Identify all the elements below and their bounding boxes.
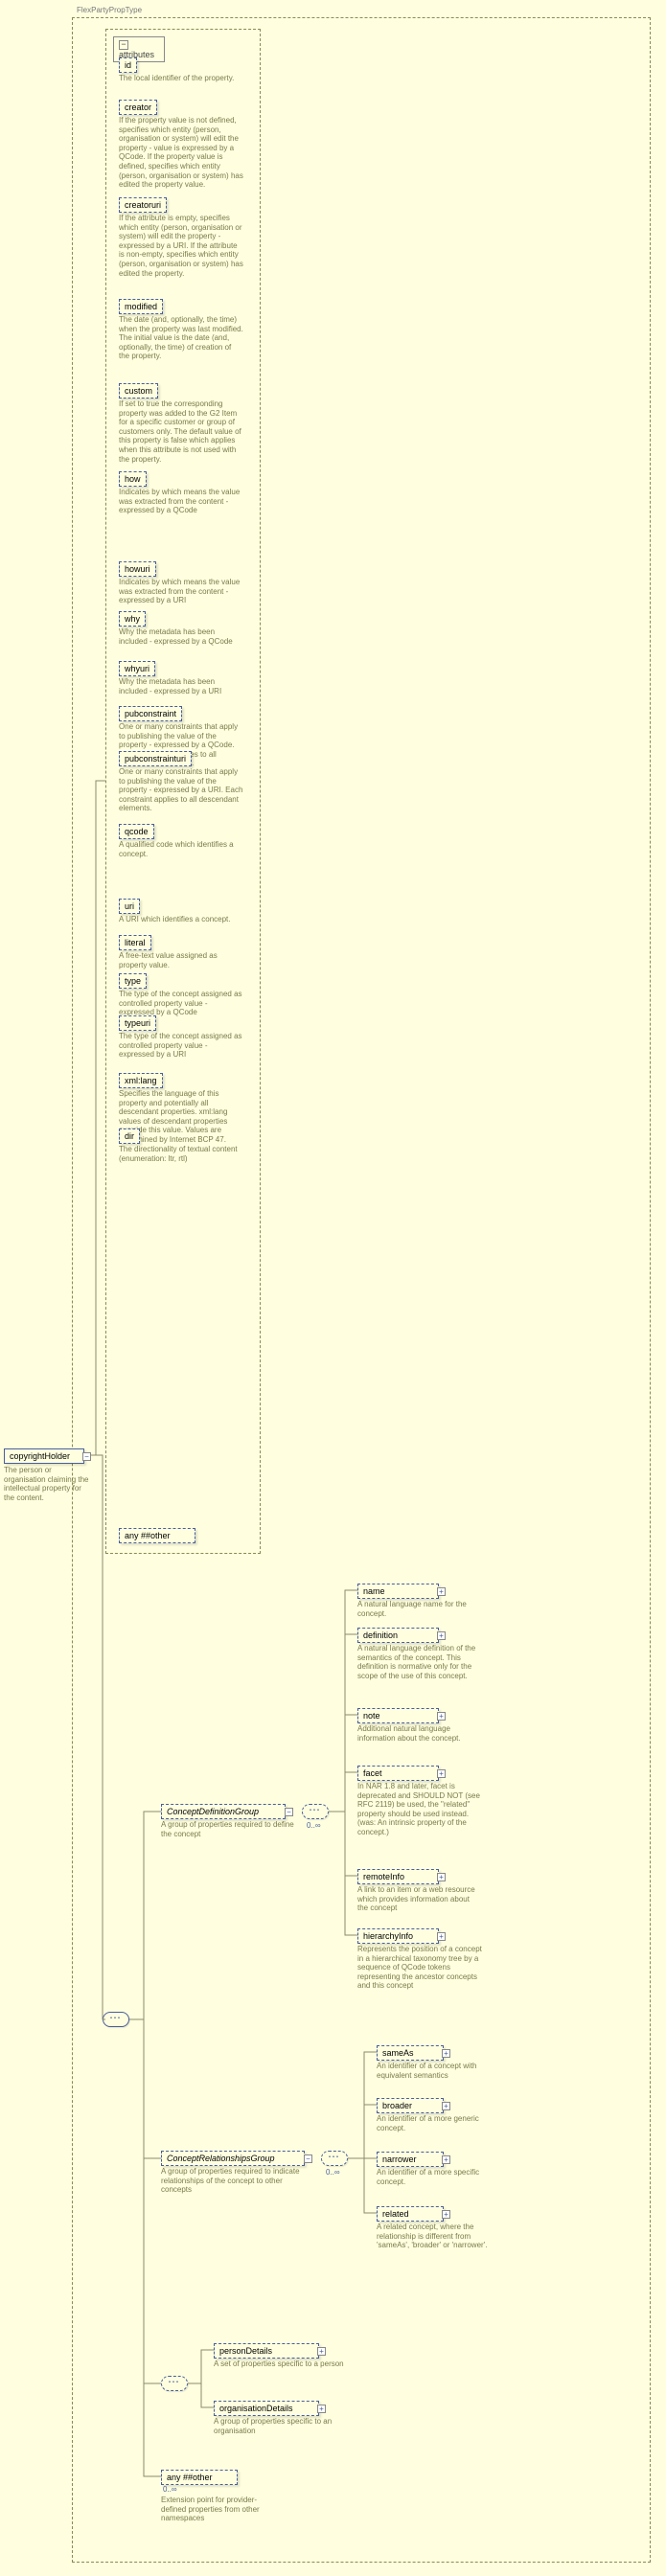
choice-icon [161, 2376, 188, 2391]
attr-typeuri[interactable]: typeuri [119, 1015, 156, 1031]
attr-desc: The type of the concept assigned as cont… [119, 990, 243, 1017]
attr-pubconstraint[interactable]: pubconstraint [119, 706, 182, 721]
element-desc: A natural language definition of the sem… [357, 1644, 482, 1680]
any-other-element[interactable]: any ##other [161, 2470, 238, 2485]
expand-icon[interactable]: + [317, 2405, 326, 2413]
expand-icon[interactable]: + [442, 2210, 450, 2219]
attr-howuri[interactable]: howuri [119, 561, 156, 577]
element-desc: Additional natural language information … [357, 1724, 482, 1743]
expand-icon[interactable]: + [437, 1932, 446, 1941]
expand-icon[interactable]: + [317, 2347, 326, 2356]
attr-custom[interactable]: custom [119, 383, 158, 399]
attr-creatoruri[interactable]: creatoruri [119, 197, 167, 213]
root-label: copyrightHolder [10, 1451, 70, 1461]
attr-id[interactable]: id [119, 57, 137, 73]
group-desc: A group of properties required to indica… [161, 2167, 305, 2195]
expand-icon[interactable]: + [442, 2155, 450, 2164]
group-desc: A group of properties required to define… [161, 1820, 295, 1838]
attr-whyuri[interactable]: whyuri [119, 661, 155, 676]
attr-desc: Why the metadata has been included - exp… [119, 677, 243, 695]
attr-literal[interactable]: literal [119, 935, 151, 950]
element-desc: An identifier of a concept with equivale… [377, 2062, 501, 2080]
expand-icon[interactable]: + [437, 1873, 446, 1881]
sequence-icon [103, 2012, 129, 2027]
attr-xml:lang[interactable]: xml:lang [119, 1073, 163, 1088]
attr-how[interactable]: how [119, 471, 147, 487]
cardinality: 0..∞ [307, 1821, 321, 1830]
attr-dir[interactable]: dir [119, 1128, 140, 1144]
attr-desc: The type of the concept assigned as cont… [119, 1032, 243, 1060]
attr-desc: A free-text value assigned as property v… [119, 951, 243, 969]
sequence-icon [321, 2151, 348, 2166]
attr-modified[interactable]: modified [119, 299, 163, 314]
el-broader[interactable]: broader [377, 2098, 444, 2113]
root-element[interactable]: copyrightHolder [4, 1448, 84, 1464]
attr-desc: One or many constraints that apply to pu… [119, 767, 243, 813]
cardinality: 0..∞ [163, 2485, 177, 2494]
attr-desc: Why the metadata has been included - exp… [119, 627, 243, 646]
el-organisationDetails[interactable]: organisationDetails [214, 2401, 319, 2416]
attr-desc: A URI which identifies a concept. [119, 915, 243, 924]
element-desc: A set of properties specific to a person [214, 2359, 348, 2369]
el-name[interactable]: name [357, 1584, 439, 1599]
element-desc: Extension point for provider-defined pro… [161, 2496, 276, 2523]
expand-icon[interactable]: − [304, 2154, 312, 2163]
el-definition[interactable]: definition [357, 1628, 439, 1643]
concept-relationships-group[interactable]: ConceptRelationshipsGroup [161, 2151, 305, 2166]
attr-creator[interactable]: creator [119, 100, 157, 115]
concept-definition-group[interactable]: ConceptDefinitionGroup [161, 1804, 286, 1819]
element-desc: Represents the position of a concept in … [357, 1945, 482, 1991]
root-desc: The person or organisation claiming the … [4, 1466, 90, 1502]
attr-desc: If the property value is not defined, sp… [119, 116, 243, 190]
el-hierarchyInfo[interactable]: hierarchyInfo [357, 1928, 439, 1944]
attr-uri[interactable]: uri [119, 899, 140, 914]
element-desc: A link to an item or a web resource whic… [357, 1885, 482, 1913]
sequence-icon [302, 1804, 329, 1819]
element-desc: A group of properties specific to an org… [214, 2417, 348, 2435]
expand-icon[interactable]: + [442, 2049, 450, 2058]
attr-desc: Indicates by which means the value was e… [119, 488, 243, 515]
type-name: FlexPartyPropType [77, 6, 142, 14]
any-other-attr[interactable]: any ##other [119, 1528, 195, 1543]
cardinality: 0..∞ [326, 2168, 340, 2177]
attr-qcode[interactable]: qcode [119, 824, 154, 839]
element-desc: A natural language name for the concept. [357, 1600, 482, 1618]
expand-icon[interactable]: − [82, 1452, 91, 1461]
element-desc: In NAR 1.8 and later, facet is deprecate… [357, 1782, 482, 1837]
element-desc: An identifier of a more generic concept. [377, 2114, 501, 2132]
el-related[interactable]: related [377, 2206, 444, 2222]
attr-desc: If the attribute is empty, specifies whi… [119, 214, 243, 278]
expand-icon[interactable]: + [442, 2102, 450, 2110]
expand-icon[interactable]: + [437, 1712, 446, 1721]
attr-desc: If set to true the corresponding propert… [119, 399, 243, 464]
attr-type[interactable]: type [119, 973, 147, 989]
expand-icon[interactable]: + [437, 1769, 446, 1778]
element-desc: An identifier of a more specific concept… [377, 2168, 501, 2186]
expand-icon[interactable]: − [285, 1808, 293, 1816]
el-personDetails[interactable]: personDetails [214, 2343, 319, 2359]
attr-why[interactable]: why [119, 611, 146, 627]
attr-desc: The local identifier of the property. [119, 74, 243, 83]
expand-icon[interactable]: + [437, 1587, 446, 1596]
expand-icon[interactable]: + [437, 1631, 446, 1640]
el-sameAs[interactable]: sameAs [377, 2045, 444, 2061]
el-narrower[interactable]: narrower [377, 2152, 444, 2167]
attr-desc: The directionality of textual content (e… [119, 1145, 243, 1163]
element-desc: A related concept, where the relationshi… [377, 2223, 501, 2250]
el-remoteInfo[interactable]: remoteInfo [357, 1869, 439, 1884]
attr-desc: A qualified code which identifies a conc… [119, 840, 243, 858]
attr-desc: The date (and, optionally, the time) whe… [119, 315, 243, 361]
el-note[interactable]: note [357, 1708, 439, 1723]
attr-pubconstrainturi[interactable]: pubconstrainturi [119, 751, 192, 766]
attr-desc: Indicates by which means the value was e… [119, 578, 243, 605]
el-facet[interactable]: facet [357, 1766, 439, 1781]
